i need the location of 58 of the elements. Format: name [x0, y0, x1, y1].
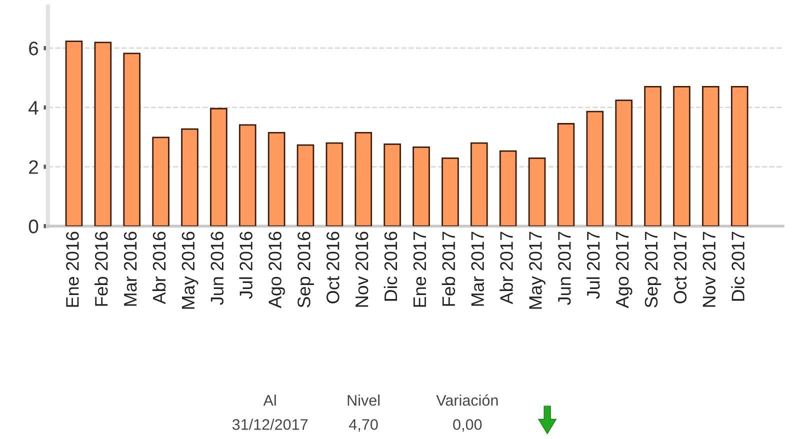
bar: [470, 142, 488, 226]
x-tick-label: Jul 2017: [586, 232, 600, 299]
x-tick-label: Ago 2017: [616, 232, 632, 308]
bar: [586, 110, 604, 226]
y-tick-label: 0: [28, 220, 38, 234]
x-tick-label: Ene 2017: [413, 232, 426, 307]
bar: [644, 86, 662, 226]
bar: [442, 157, 459, 226]
text: 31/12/2017: [232, 418, 308, 430]
bar: [354, 132, 372, 226]
x-tick-label: Ene 2016: [66, 232, 79, 307]
x-tick-label: Feb 2016: [94, 232, 108, 306]
bar: [499, 150, 517, 226]
x-tick-label: Dic 2016: [384, 232, 398, 301]
bar: [65, 40, 83, 226]
x-tick-label: May 2016: [182, 232, 198, 309]
bar: [528, 157, 546, 226]
x-tick-label: Sep 2017: [644, 232, 662, 308]
bar: [412, 146, 430, 226]
bar: [94, 42, 112, 226]
x-tick-label: May 2017: [529, 232, 546, 309]
bar: [557, 123, 575, 226]
bar: [730, 86, 748, 226]
x-tick-label: Mar 2016: [124, 232, 137, 306]
bar: [181, 128, 198, 226]
text: 0,00: [453, 419, 482, 432]
bar: [615, 100, 633, 226]
x-tick-label: Abr 2016: [152, 232, 166, 304]
y-tick-label: 2: [29, 160, 38, 174]
x-tick-label: Dic 2017: [731, 232, 744, 301]
y-tick-label: 4: [28, 101, 38, 114]
x-tick-label: Jun 2016: [210, 232, 224, 305]
x-tick-label: Jul 2016: [239, 232, 252, 299]
x-tick-label: Nov 2016: [355, 232, 368, 307]
bar: [152, 136, 170, 226]
bar: [702, 86, 720, 226]
bar: [210, 108, 228, 226]
bar: [384, 144, 401, 226]
text: 4,70: [349, 419, 378, 432]
x-tick-label: Mar 2017: [471, 232, 484, 306]
bar: [296, 144, 314, 226]
x-tick-label: Abr 2017: [500, 232, 513, 304]
x-tick-label: Oct 2016: [326, 232, 340, 304]
text: Variación: [436, 394, 498, 406]
x-tick-label: Feb 2017: [442, 232, 456, 306]
x-tick-label: Oct 2017: [674, 232, 687, 304]
bar: [326, 142, 344, 226]
y-tick-label: 6: [29, 42, 38, 56]
x-tick-label: Jun 2017: [558, 232, 571, 305]
bar: [123, 52, 141, 226]
x-tick-label: Sep 2016: [298, 232, 314, 308]
bar: [268, 132, 286, 226]
x-tick-label: Nov 2017: [702, 232, 716, 307]
text: Nivel: [348, 394, 380, 406]
text: Al: [263, 394, 276, 406]
x-tick-label: Ago 2016: [268, 232, 285, 308]
bar: [673, 86, 690, 226]
bar: [238, 124, 256, 226]
